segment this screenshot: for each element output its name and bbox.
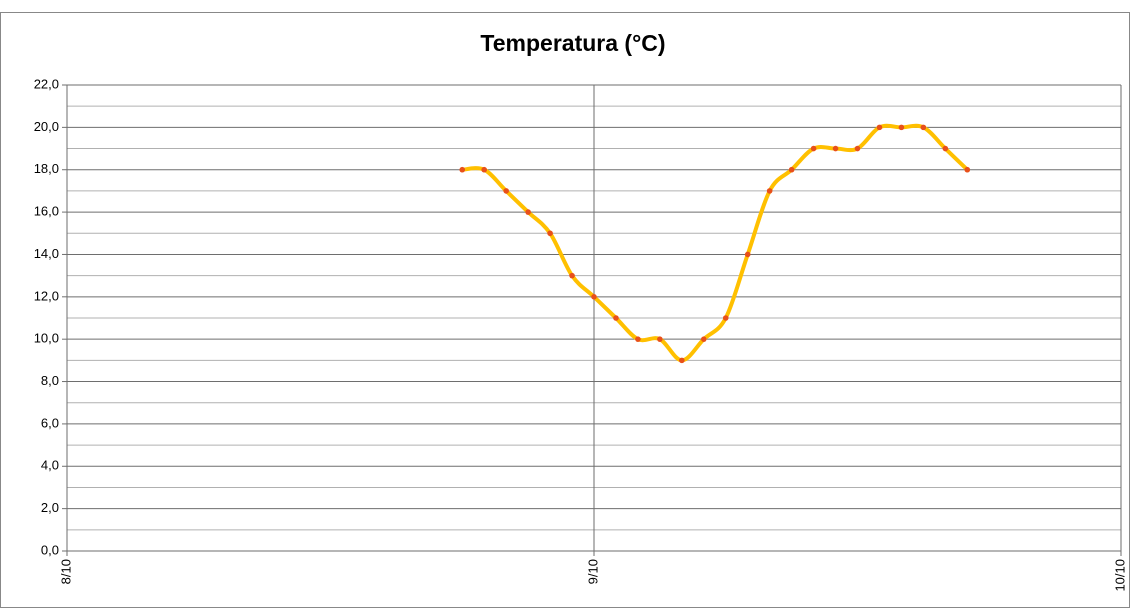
- data-point: [547, 230, 553, 237]
- data-point: [876, 124, 883, 131]
- data-point: [679, 357, 685, 364]
- y-tick-label: 2,0: [41, 500, 59, 515]
- y-tick-label: 16,0: [34, 204, 59, 219]
- y-tick-label: 4,0: [41, 458, 59, 473]
- data-point: [744, 251, 751, 258]
- data-point: [481, 166, 488, 173]
- data-point: [832, 145, 839, 152]
- y-tick-label: 12,0: [34, 288, 59, 303]
- chart-title: Temperatura (°C): [480, 30, 665, 56]
- data-point: [920, 124, 927, 131]
- data-point: [459, 166, 466, 173]
- y-tick-label: 8,0: [41, 373, 59, 388]
- data-point: [657, 336, 663, 342]
- data-point: [635, 336, 641, 342]
- chart-frame: [0, 12, 1130, 608]
- data-point: [964, 166, 971, 173]
- data-point: [503, 188, 509, 194]
- data-point: [788, 166, 795, 173]
- data-point: [854, 145, 861, 152]
- y-tick-label: 22,0: [34, 76, 59, 91]
- data-point: [722, 315, 729, 321]
- y-tick-label: 10,0: [34, 331, 59, 346]
- data-point: [898, 124, 905, 131]
- data-point: [942, 145, 949, 152]
- x-tick-label: 8/10: [58, 559, 73, 584]
- data-point: [810, 145, 817, 152]
- data-point: [569, 272, 575, 279]
- y-tick-label: 14,0: [34, 246, 59, 261]
- data-point: [766, 188, 773, 194]
- x-tick-label: 10/10: [1112, 559, 1127, 592]
- y-tick-label: 18,0: [34, 161, 59, 176]
- x-tick-label: 9/10: [585, 559, 600, 584]
- y-tick-label: 6,0: [41, 415, 59, 430]
- data-point: [591, 294, 597, 300]
- y-tick-label: 0,0: [41, 542, 59, 557]
- data-point: [700, 336, 707, 342]
- y-tick-label: 20,0: [34, 119, 59, 134]
- data-point: [613, 315, 619, 321]
- data-point: [525, 209, 531, 215]
